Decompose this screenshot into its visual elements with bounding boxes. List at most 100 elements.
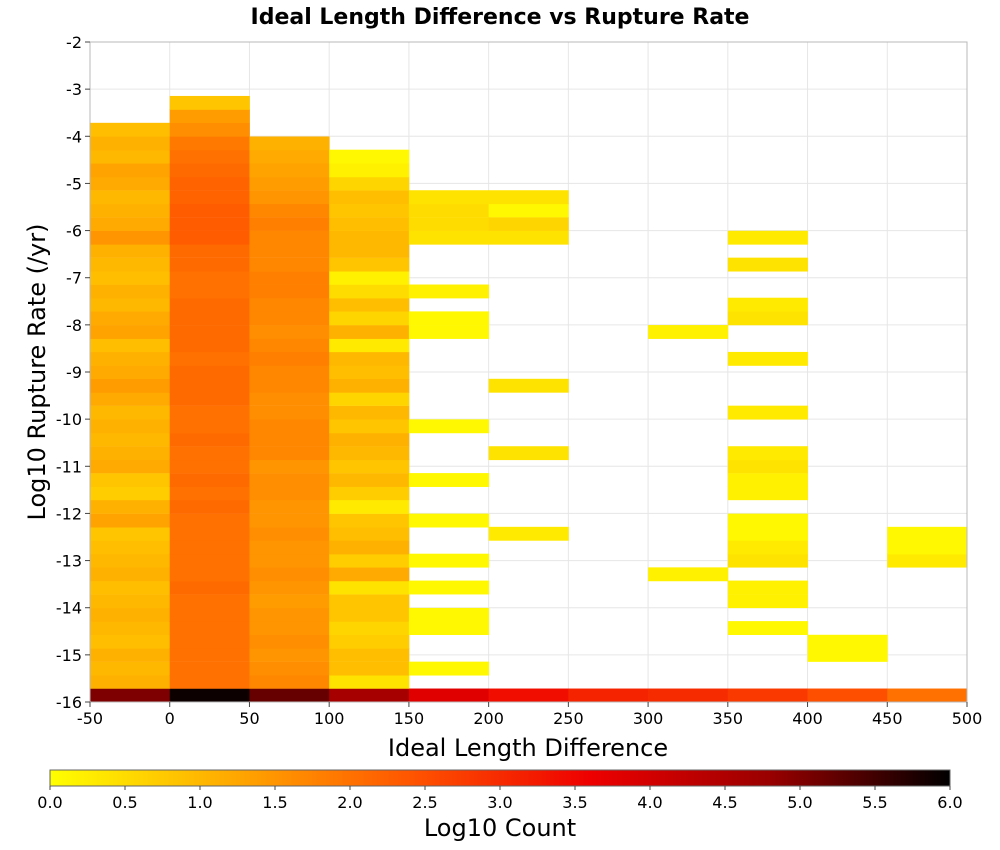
heatmap-cell (90, 513, 171, 528)
heatmap-cell (169, 122, 250, 137)
heatmap-cell (169, 378, 250, 393)
heatmap-cell (488, 446, 569, 461)
heatmap-cell (249, 351, 330, 366)
heatmap-cell (329, 594, 410, 609)
heatmap-cell (249, 634, 330, 649)
x-tick-label: 300 (633, 709, 664, 728)
heatmap-cell (169, 486, 250, 501)
heatmap-cell (249, 365, 330, 379)
heatmap-cell (488, 203, 569, 218)
heatmap-cell (90, 634, 171, 649)
heatmap-cell (329, 621, 410, 635)
heatmap-cell (727, 405, 808, 420)
heatmap-cell (249, 284, 330, 299)
y-tick-label: -13 (56, 552, 82, 571)
heatmap-cell (90, 284, 171, 299)
heatmap-cell (90, 553, 171, 568)
heatmap-cell (90, 432, 171, 447)
heatmap-cell (90, 594, 171, 609)
heatmap-cell (408, 661, 490, 676)
heatmap-cell (169, 163, 250, 178)
heatmap-cell (488, 230, 569, 245)
heatmap-cell (807, 634, 888, 649)
heatmap-cell (90, 567, 171, 582)
heatmap-cell (90, 526, 171, 541)
y-tick-label: -7 (66, 269, 82, 288)
heatmap-cell (249, 540, 330, 555)
heatmap-cell (90, 136, 171, 151)
heatmap-cell (169, 311, 250, 326)
x-tick-label: 500 (952, 709, 983, 728)
x-tick-label: -50 (77, 709, 103, 728)
y-tick-label: -3 (66, 80, 82, 99)
heatmap-cell (169, 365, 250, 379)
colorbar-tick-label: 2.0 (337, 793, 362, 812)
heatmap-cell (408, 621, 490, 635)
heatmap-cell (727, 459, 808, 474)
heatmap-cell (249, 392, 330, 406)
heatmap-cell (887, 688, 968, 703)
y-axis-label: Log10 Rupture Rate (/yr) (23, 224, 51, 521)
heatmap-cell (329, 419, 410, 434)
heatmap-cell (90, 621, 171, 635)
heatmap-cell (727, 580, 808, 595)
heatmap-cell (169, 473, 250, 487)
heatmap-cell (408, 473, 490, 487)
heatmap-cell (90, 499, 171, 514)
x-tick-label: 50 (239, 709, 259, 728)
heatmap-cell (90, 338, 171, 353)
heatmap-cell (249, 661, 330, 676)
heatmap-cell (408, 217, 490, 231)
heatmap-cell (249, 297, 330, 312)
heatmap-cell (249, 378, 330, 393)
heatmap-cell (329, 473, 410, 487)
heatmap-cell (90, 473, 171, 487)
heatmap-cell (249, 203, 330, 218)
heatmap-cell (727, 311, 808, 326)
heatmap-cell (329, 325, 410, 339)
heatmap-cell (488, 378, 569, 393)
heatmap-cell (887, 540, 968, 555)
heatmap-cell (169, 217, 250, 231)
heatmap-cell (249, 325, 330, 339)
heatmap-cell (727, 446, 808, 461)
y-tick-label: -14 (56, 599, 82, 618)
heatmap-cell (408, 553, 490, 568)
heatmap-cell (488, 688, 569, 703)
heatmap-cell (329, 432, 410, 447)
heatmap-cell (329, 270, 410, 285)
colorbar-tick-label: 1.0 (187, 793, 212, 812)
heatmap-cell (90, 311, 171, 326)
heatmap-cell (249, 580, 330, 595)
colorbar-tick-label: 0.5 (112, 793, 137, 812)
heatmap-cell (249, 257, 330, 272)
heatmap-cell (169, 540, 250, 555)
heatmap-cell (329, 553, 410, 568)
heatmap-cell (249, 459, 330, 474)
heatmap-cell (727, 526, 808, 541)
heatmap-cell (329, 526, 410, 541)
heatmap-cell (90, 459, 171, 474)
heatmap-cell (90, 270, 171, 285)
heatmap-cell (169, 553, 250, 568)
heatmap-cell (249, 311, 330, 326)
heatmap-cell (249, 647, 330, 662)
x-tick-label: 150 (394, 709, 425, 728)
heatmap-cell (169, 674, 250, 689)
heatmap-cell (249, 243, 330, 258)
heatmap-cell (329, 284, 410, 299)
heatmap-cell (408, 230, 490, 245)
heatmap-cell (329, 486, 410, 501)
heatmap-cell (249, 419, 330, 434)
heatmap-cell (90, 230, 171, 245)
heatmap-cell (90, 365, 171, 379)
heatmap-cell (169, 95, 250, 110)
heatmap-cell (90, 486, 171, 501)
heatmap-cell (169, 176, 250, 191)
heatmap-cell (727, 257, 808, 272)
heatmap-cell (169, 284, 250, 299)
heatmap-cell (329, 378, 410, 393)
heatmap-cell (249, 594, 330, 609)
heatmap-cell (727, 351, 808, 366)
